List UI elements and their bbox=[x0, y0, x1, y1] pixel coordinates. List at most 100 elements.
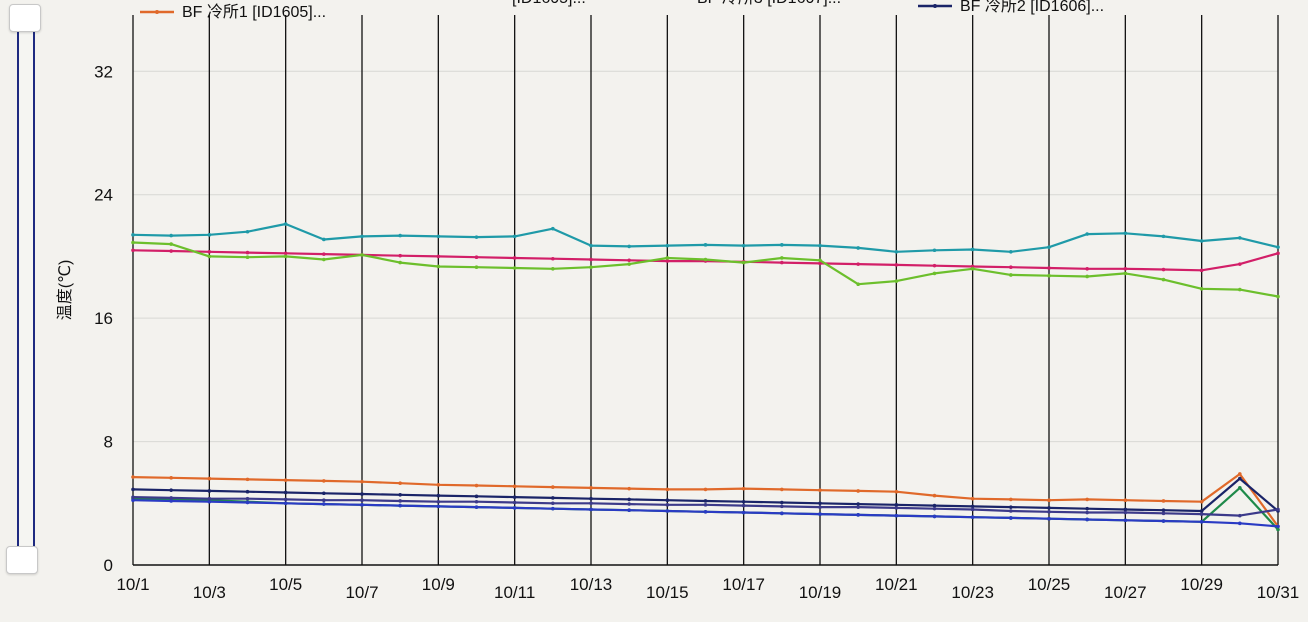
data-point bbox=[1238, 262, 1242, 266]
data-point bbox=[932, 503, 937, 508]
data-point bbox=[360, 498, 364, 503]
data-point bbox=[551, 485, 555, 489]
data-point bbox=[1047, 506, 1051, 510]
data-point bbox=[1199, 268, 1204, 273]
data-point bbox=[436, 234, 441, 239]
data-point bbox=[1123, 507, 1128, 512]
data-point bbox=[1123, 510, 1128, 515]
data-point bbox=[551, 501, 555, 506]
data-point bbox=[1085, 232, 1089, 236]
data-point bbox=[512, 256, 517, 260]
data-point bbox=[856, 282, 860, 287]
data-point bbox=[932, 248, 937, 253]
y-axis-title: 温度(℃) bbox=[56, 260, 74, 321]
data-point bbox=[1238, 236, 1242, 240]
data-point bbox=[894, 489, 899, 494]
data-point bbox=[589, 496, 593, 501]
range-slider-bottom-handle[interactable] bbox=[6, 546, 38, 574]
x-tick-label: 10/19 bbox=[799, 583, 842, 602]
data-point bbox=[283, 490, 288, 495]
data-point bbox=[245, 255, 250, 259]
range-slider-top-handle[interactable] bbox=[9, 4, 41, 32]
data-point bbox=[1123, 231, 1128, 236]
data-point bbox=[703, 499, 708, 503]
data-point bbox=[131, 248, 135, 253]
x-tick-label: 10/17 bbox=[722, 575, 765, 594]
x-tick-label: 10/11 bbox=[494, 583, 535, 602]
data-point bbox=[1238, 287, 1242, 292]
data-point bbox=[245, 229, 250, 234]
data-point bbox=[818, 488, 822, 492]
data-point bbox=[283, 251, 288, 256]
data-point bbox=[283, 497, 288, 502]
data-point bbox=[627, 508, 631, 513]
data-point bbox=[322, 491, 326, 496]
data-point bbox=[1238, 472, 1242, 476]
data-point bbox=[551, 226, 555, 231]
data-point bbox=[131, 495, 135, 499]
data-point bbox=[1276, 524, 1280, 529]
data-point bbox=[169, 242, 173, 246]
data-point bbox=[703, 257, 708, 262]
data-point bbox=[589, 486, 593, 490]
data-point bbox=[131, 498, 135, 503]
x-tick-label: 10/29 bbox=[1180, 575, 1223, 594]
data-point bbox=[1009, 516, 1013, 520]
data-point bbox=[627, 262, 631, 266]
data-point bbox=[1009, 505, 1013, 509]
data-point bbox=[131, 240, 135, 245]
data-point bbox=[474, 265, 479, 270]
data-point bbox=[245, 496, 250, 501]
data-point bbox=[970, 507, 975, 512]
grid-lines bbox=[132, 15, 1279, 566]
data-point bbox=[207, 489, 212, 493]
range-slider-track[interactable] bbox=[17, 32, 35, 556]
data-point bbox=[589, 257, 593, 262]
data-point bbox=[360, 492, 364, 496]
data-point bbox=[741, 260, 746, 265]
data-point bbox=[283, 222, 288, 226]
x-tick-label: 10/21 bbox=[875, 575, 918, 594]
data-point bbox=[627, 258, 631, 263]
data-point bbox=[207, 496, 212, 501]
data-point bbox=[1199, 520, 1204, 524]
legend: BF 冷所1 [ID1605]... BF 冷所2 [ID1606]... BF 冷… bbox=[140, 0, 1104, 21]
data-point bbox=[474, 505, 479, 509]
data-point bbox=[932, 263, 937, 268]
data-point bbox=[1238, 476, 1242, 481]
data-point bbox=[1047, 245, 1051, 249]
data-point bbox=[207, 499, 212, 504]
x-tick-label: 10/5 bbox=[269, 575, 302, 594]
data-point bbox=[894, 250, 899, 254]
data-point bbox=[1009, 273, 1013, 277]
data-point bbox=[1276, 507, 1280, 512]
data-point bbox=[436, 264, 441, 269]
legend-item-partial-label: [ID1605]... bbox=[512, 0, 586, 7]
data-point bbox=[322, 237, 326, 242]
data-point bbox=[322, 252, 326, 256]
data-point bbox=[360, 503, 364, 507]
y-tick-label: 24 bbox=[94, 186, 113, 205]
data-point bbox=[780, 256, 784, 260]
data-point bbox=[665, 503, 670, 507]
data-point bbox=[398, 233, 402, 238]
data-point bbox=[551, 506, 555, 511]
data-point bbox=[627, 244, 631, 249]
data-point bbox=[169, 476, 173, 480]
data-point bbox=[551, 496, 555, 500]
y-tick-label: 16 bbox=[94, 309, 113, 328]
data-point bbox=[1047, 509, 1051, 514]
data-point bbox=[818, 258, 822, 263]
data-point bbox=[589, 243, 593, 248]
data-point bbox=[1161, 234, 1166, 239]
y-tick-label: 8 bbox=[104, 433, 113, 452]
data-point bbox=[780, 260, 784, 265]
data-point bbox=[589, 265, 593, 270]
data-point bbox=[741, 243, 746, 248]
y-tick-label: 32 bbox=[94, 62, 113, 81]
data-point bbox=[932, 506, 937, 511]
data-point bbox=[360, 234, 364, 239]
data-point bbox=[1123, 266, 1128, 271]
data-point bbox=[665, 243, 670, 248]
data-point bbox=[512, 500, 517, 505]
